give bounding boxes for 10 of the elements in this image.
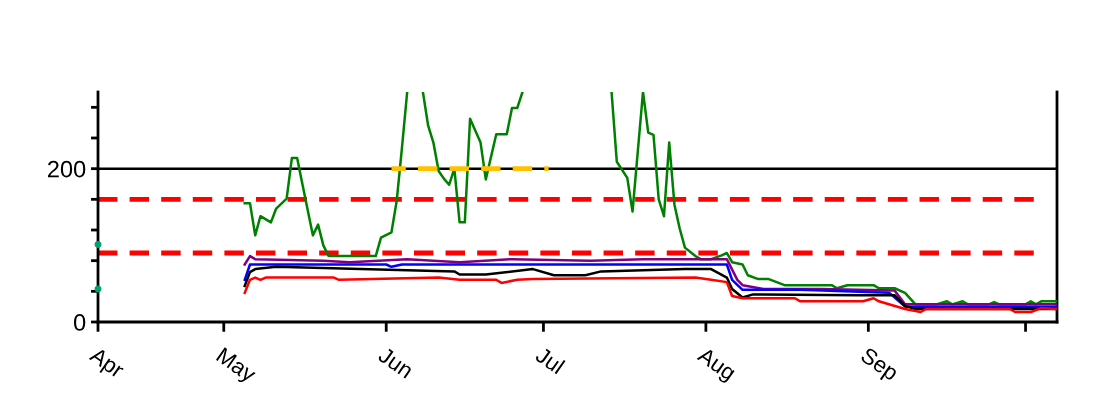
- line-series: [243, 276, 1057, 314]
- x-tick-label: Sep: [857, 346, 900, 385]
- y-tick-label: 200: [47, 160, 86, 178]
- x-tick-label: Apr: [86, 346, 126, 383]
- x-tick-label: Jul: [534, 345, 566, 375]
- x-tick-label: May: [213, 347, 258, 387]
- x-tick-label: Aug: [694, 346, 737, 385]
- x-tick-label: Jun: [377, 346, 414, 379]
- y-tick-label: 0: [73, 314, 86, 331]
- line-series: [243, 254, 1057, 306]
